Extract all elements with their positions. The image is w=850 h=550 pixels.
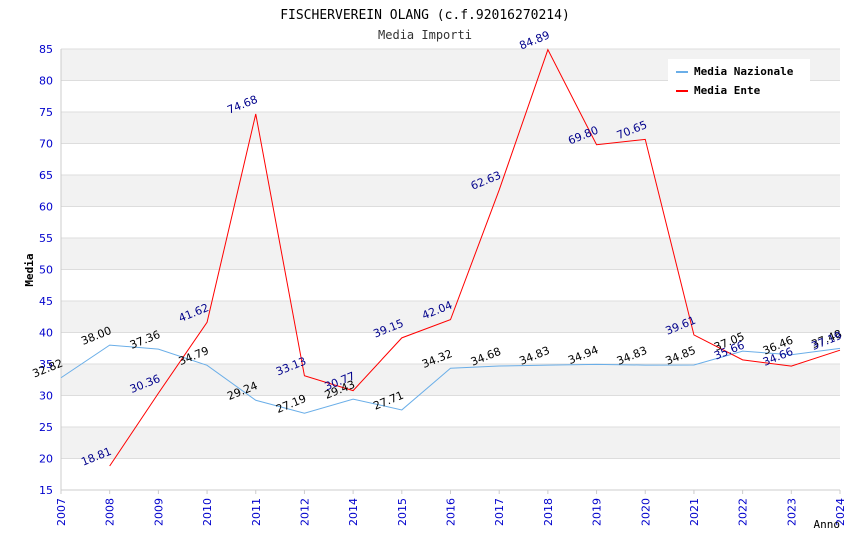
legend-label-media-nazionale: Media Nazionale [694, 65, 794, 78]
grid-band [61, 301, 840, 333]
x-tick-label: 2020 [639, 498, 652, 526]
x-tick-label: 2024 [834, 498, 847, 526]
grid-band [61, 175, 840, 207]
grid-band [61, 427, 840, 459]
grid-band [61, 206, 840, 238]
y-tick-label: 20 [39, 453, 53, 466]
grid-band [61, 395, 840, 427]
grid-band [61, 458, 840, 490]
legend-box [668, 59, 810, 101]
chart-subtitle: Media Importi [378, 28, 472, 42]
y-tick-label: 35 [39, 358, 53, 371]
series-line-media-nazionale [60, 344, 841, 414]
legend-label-media-ente: Media Ente [694, 84, 761, 97]
y-tick-label: 15 [39, 484, 53, 497]
y-tick-label: 75 [39, 106, 53, 119]
series-lines [60, 48, 841, 467]
y-tick-label: 85 [39, 43, 53, 56]
background-bands [61, 49, 840, 490]
x-axis-label: Anno [814, 518, 841, 531]
x-tick-label: 2018 [542, 498, 555, 526]
grid-band [61, 364, 840, 396]
x-tick-label: 2022 [737, 498, 750, 526]
chart-title: FISCHERVEREIN OLANG (c.f.92016270214) [280, 8, 570, 23]
y-axis-label: Media [23, 253, 36, 286]
y-tick-label: 55 [39, 232, 53, 245]
y-tick-label: 80 [39, 75, 53, 88]
x-tick-label: 2009 [152, 498, 165, 526]
y-tick-label: 45 [39, 295, 53, 308]
y-tick-label: 70 [39, 138, 53, 151]
x-tick-label: 2012 [298, 498, 311, 526]
y-tick-label: 30 [39, 390, 53, 403]
grid-band [61, 238, 840, 270]
y-tick-label: 40 [39, 327, 53, 340]
grid-band [61, 269, 840, 301]
y-axis-ticks: 15 20 25 30 35 40 45 50 55 60 65 70 75 80 85 [39, 43, 53, 497]
y-tick-label: 65 [39, 169, 53, 182]
x-tick-label: 2021 [688, 498, 701, 526]
gridlines [61, 48, 840, 491]
y-tick-label: 60 [39, 201, 53, 214]
x-axis-ticks: 2007 2008 2009 2010 2011 2012 2014 2015 2016 2017… [55, 490, 847, 526]
y-tick-label: 25 [39, 421, 53, 434]
x-tick-label: 2017 [493, 498, 506, 526]
y-tick-label: 50 [39, 264, 53, 277]
grid-band [61, 143, 840, 175]
series-line-media-ente [109, 48, 841, 467]
x-tick-label: 2023 [785, 498, 798, 526]
legend: Media Nazionale Media Ente [668, 59, 810, 101]
grid-band [61, 112, 840, 144]
x-tick-label: 2016 [445, 498, 458, 526]
x-tick-label: 2015 [396, 498, 409, 526]
x-tick-label: 2008 [104, 498, 117, 526]
grid-band [61, 332, 840, 364]
x-tick-label: 2014 [347, 498, 360, 526]
x-tick-label: 2019 [591, 498, 604, 526]
x-tick-label: 2011 [250, 498, 263, 526]
x-tick-label: 2007 [55, 498, 68, 526]
x-tick-label: 2010 [201, 498, 214, 526]
